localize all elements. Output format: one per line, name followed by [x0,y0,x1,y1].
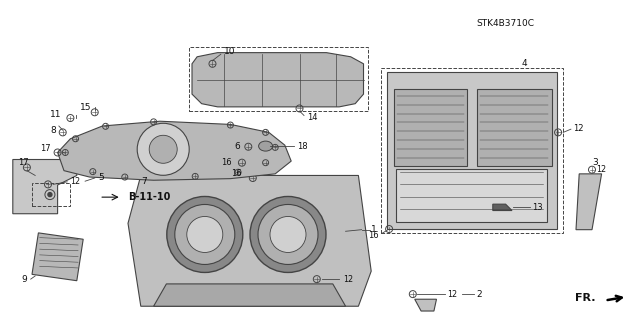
Polygon shape [576,174,602,230]
Text: 2: 2 [476,290,482,299]
Text: 17: 17 [40,144,51,153]
Polygon shape [128,175,371,306]
Circle shape [187,217,223,252]
Text: 5: 5 [98,173,104,182]
Text: 12: 12 [596,165,607,174]
Text: 11: 11 [50,110,61,119]
Polygon shape [477,89,552,166]
Text: 8: 8 [50,126,56,135]
Text: 17: 17 [18,158,29,167]
Circle shape [175,204,235,264]
Circle shape [270,217,306,252]
Text: 12: 12 [573,124,583,133]
Polygon shape [192,53,364,107]
Circle shape [167,197,243,272]
Ellipse shape [259,141,273,151]
Polygon shape [58,121,291,180]
Text: 10: 10 [224,48,236,56]
Text: 12: 12 [343,275,353,284]
Text: 9: 9 [22,275,27,284]
Text: FR.: FR. [575,293,595,303]
Text: 3: 3 [593,158,598,167]
Text: 14: 14 [307,113,317,122]
Circle shape [258,204,318,264]
Text: 12: 12 [447,290,457,299]
Text: 16: 16 [368,231,379,240]
Circle shape [149,135,177,163]
Polygon shape [415,299,436,311]
Bar [381,68,563,233]
Text: 15: 15 [80,103,92,112]
Text: 6: 6 [234,142,240,151]
Text: STK4B3710C: STK4B3710C [477,19,534,28]
Text: 16: 16 [221,158,232,167]
Text: B-11-10: B-11-10 [128,192,170,202]
Text: 1: 1 [371,225,377,234]
Polygon shape [394,89,467,166]
Circle shape [48,193,52,197]
Polygon shape [493,204,512,211]
Polygon shape [154,284,346,306]
Polygon shape [32,233,83,281]
Text: 18: 18 [297,142,308,151]
Bar [189,47,368,111]
Text: 7: 7 [141,177,147,186]
Text: 16: 16 [231,169,242,178]
Polygon shape [387,72,557,229]
Circle shape [250,197,326,272]
Text: 13: 13 [532,203,543,212]
Circle shape [137,123,189,175]
Text: 12: 12 [70,177,81,186]
Bar [32,183,70,206]
Polygon shape [13,160,77,214]
Polygon shape [396,169,547,222]
Text: 4: 4 [522,59,527,68]
